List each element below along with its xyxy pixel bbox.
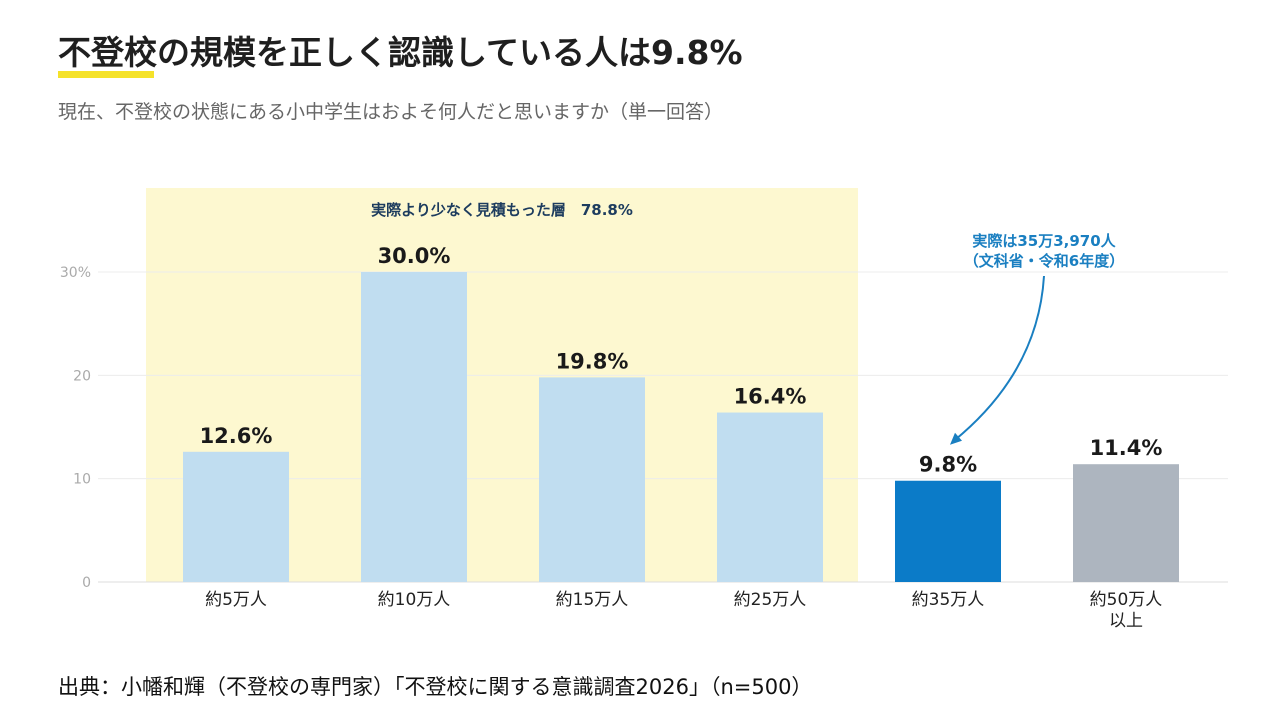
- highlight-label: 実際より少なく見積もった層 78.8%: [371, 201, 633, 219]
- x-tick-label: 約50万人: [1090, 590, 1163, 610]
- data-label: 9.8%: [919, 453, 977, 477]
- data-label: 19.8%: [556, 349, 629, 373]
- x-tick-label: 以上: [1109, 611, 1143, 631]
- annotation-text: 実際は35万3,970人: [972, 232, 1116, 250]
- annotation-arrowhead: [950, 432, 962, 445]
- data-label: 30.0%: [378, 244, 451, 268]
- bar: [895, 480, 1001, 582]
- bar: [539, 377, 645, 582]
- bar: [183, 451, 289, 582]
- bar: [717, 412, 823, 582]
- x-tick-label: 約25万人: [734, 590, 807, 610]
- data-label: 11.4%: [1090, 436, 1163, 460]
- x-tick-label: 約10万人: [378, 590, 451, 610]
- data-label: 12.6%: [200, 424, 273, 448]
- y-tick-label: 0: [82, 575, 91, 591]
- y-tick-label: 10: [73, 472, 91, 488]
- y-tick-label: 20: [73, 368, 91, 384]
- data-label: 16.4%: [734, 385, 807, 409]
- bar: [1073, 464, 1179, 582]
- annotation-arrow-line: [953, 275, 1045, 442]
- source-note: 出典：小幡和輝（不登校の専門家）「不登校に関する意識調査2026」（n=500）: [58, 675, 813, 699]
- x-tick-label: 約15万人: [556, 590, 629, 610]
- y-tick-label: 30%: [60, 265, 91, 281]
- page-title: 不登校の規模を正しく認識している人は9.8%: [58, 33, 743, 72]
- title-underline: [58, 71, 154, 78]
- annotation-text: （文科省・令和6年度）: [964, 252, 1124, 270]
- x-tick-label: 約35万人: [912, 590, 985, 610]
- page-subtitle: 現在、不登校の状態にある小中学生はおよそ何人だと思いますか（単一回答）: [58, 101, 724, 123]
- x-tick-label: 約5万人: [205, 590, 267, 610]
- bar: [361, 272, 467, 582]
